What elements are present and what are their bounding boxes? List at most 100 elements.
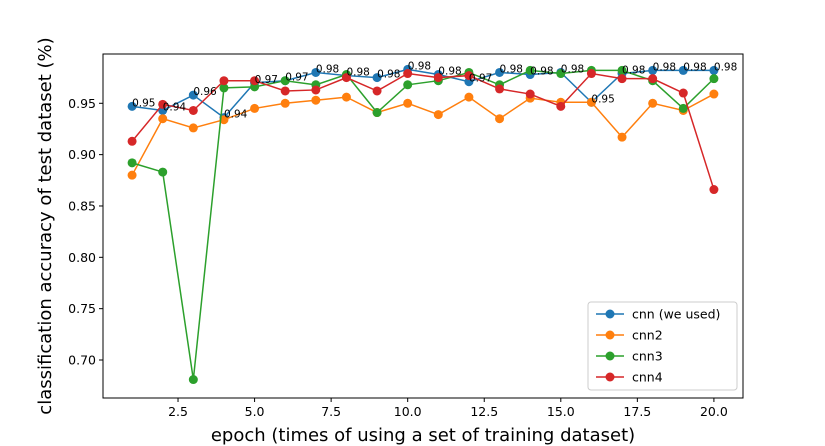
legend-marker <box>605 309 615 319</box>
data-point <box>709 65 719 75</box>
y-tick-label: 0.90 <box>68 147 96 162</box>
data-point <box>311 67 321 77</box>
data-point <box>188 105 198 115</box>
x-tick-label: 17.5 <box>623 404 651 419</box>
data-point <box>556 101 566 111</box>
data-point <box>678 88 688 98</box>
data-point <box>158 114 168 124</box>
data-point <box>617 74 627 84</box>
data-label: 0.97 <box>255 74 278 86</box>
legend-label: cnn4 <box>632 370 663 385</box>
data-point <box>219 76 229 86</box>
series-line <box>131 69 715 380</box>
legend-box <box>587 301 738 391</box>
data-point <box>648 65 658 75</box>
data-point <box>464 77 474 87</box>
y-tick-label: 0.95 <box>68 96 96 111</box>
data-point <box>464 92 474 102</box>
data-point <box>372 86 382 96</box>
data-point <box>280 76 290 86</box>
data-label-layer: 0.95 0.94 0.96 0.94 0.97 0.97 0.98 0.98 0.98 0.98… <box>132 60 737 120</box>
data-point <box>495 114 505 124</box>
data-point <box>158 167 168 177</box>
series-line <box>131 93 715 176</box>
data-point <box>127 101 137 111</box>
series-3 <box>127 69 719 195</box>
data-label: 0.98 <box>714 61 737 73</box>
data-point <box>158 99 168 109</box>
data-point <box>372 108 382 118</box>
data-point <box>127 158 137 168</box>
y-tick-label: 0.70 <box>68 353 96 368</box>
legend-label: cnn3 <box>632 349 663 364</box>
y-tick-label: 0.85 <box>68 198 96 213</box>
x-tick-label: 2.5 <box>168 404 188 419</box>
data-label: 0.98 <box>500 63 523 75</box>
series-line <box>131 72 715 190</box>
data-label: 0.98 <box>377 69 400 81</box>
data-point <box>250 76 260 86</box>
tick-layer: 2.5 5.0 7.5 10.0 12.5 15.0 17.5 20.0 0.70 0.75 0.8… <box>68 96 728 419</box>
data-point <box>617 65 627 75</box>
data-point <box>709 74 719 84</box>
data-point <box>495 67 505 77</box>
plot-frame <box>102 53 744 399</box>
x-tick-label: 15.0 <box>547 404 575 419</box>
data-point <box>341 92 351 102</box>
data-point <box>250 82 260 92</box>
data-point <box>188 90 198 100</box>
x-axis-title: epoch (times of using a set of training … <box>211 425 635 446</box>
data-label: 0.98 <box>438 66 461 78</box>
data-label: 0.96 <box>193 86 217 98</box>
data-point <box>433 110 443 120</box>
data-point <box>158 105 168 115</box>
data-point <box>127 136 137 146</box>
data-point <box>495 84 505 94</box>
data-label: 0.98 <box>530 66 553 78</box>
x-tick-label: 7.5 <box>321 404 341 419</box>
legend-label: cnn (we used) <box>632 307 720 322</box>
data-point <box>403 98 413 108</box>
y-tick-label: 0.80 <box>68 250 96 265</box>
data-point <box>280 98 290 108</box>
data-point <box>372 73 382 83</box>
data-label: 0.97 <box>285 72 308 84</box>
y-tick-label: 0.75 <box>68 301 96 316</box>
data-point <box>219 83 229 93</box>
data-point <box>617 132 627 142</box>
data-point <box>280 86 290 96</box>
data-point <box>433 73 443 83</box>
series-layer <box>127 64 719 385</box>
data-label: 0.94 <box>163 101 187 113</box>
data-point <box>648 74 658 84</box>
data-label: 0.95 <box>132 97 155 109</box>
data-point <box>678 103 688 113</box>
data-point <box>586 69 596 79</box>
data-label: 0.98 <box>683 61 706 73</box>
data-point <box>648 98 658 108</box>
data-point <box>250 103 260 113</box>
data-label: 0.98 <box>408 60 431 72</box>
data-point <box>525 65 535 75</box>
x-tick-label: 10.0 <box>394 404 422 419</box>
data-point <box>403 69 413 79</box>
data-point <box>709 185 719 195</box>
data-point <box>311 95 321 105</box>
data-point <box>341 73 351 83</box>
legend: cnn (we used) cnn2 cnn3 cnn4 <box>587 301 738 391</box>
data-point <box>525 89 535 99</box>
data-label: 0.95 <box>591 93 614 105</box>
data-point <box>127 170 137 180</box>
data-point <box>188 375 198 385</box>
data-label: 0.98 <box>622 65 645 77</box>
axes-layer <box>102 53 744 399</box>
data-label: 0.98 <box>346 67 369 79</box>
data-point <box>678 65 688 75</box>
legend-label: cnn2 <box>632 328 663 343</box>
data-point <box>188 123 198 133</box>
legend-marker <box>605 372 615 382</box>
data-point <box>464 71 474 81</box>
data-point <box>709 89 719 99</box>
data-label: 0.98 <box>653 61 676 73</box>
